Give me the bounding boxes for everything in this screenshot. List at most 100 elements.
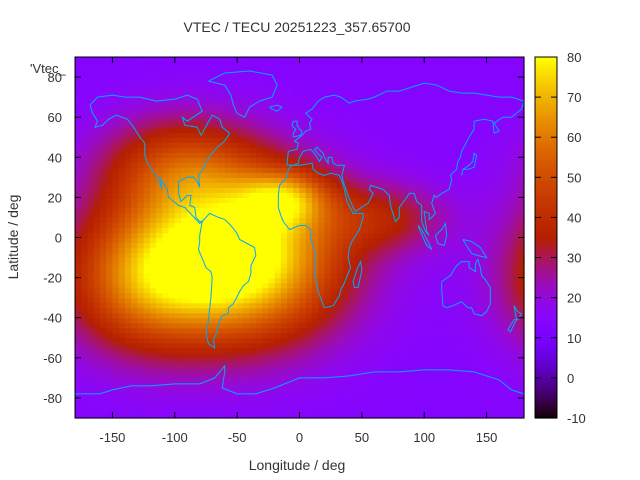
heatmap-cell (162, 182, 170, 188)
heatmap-cell (505, 257, 513, 264)
heatmap-cell (193, 72, 201, 78)
heatmap-cell (181, 362, 188, 369)
heatmap-cell (237, 357, 244, 364)
heatmap-cell (230, 362, 238, 369)
heatmap-cell (237, 272, 244, 279)
heatmap-cell (262, 392, 269, 399)
heatmap-cell (75, 287, 82, 294)
heatmap-cell (361, 282, 369, 289)
heatmap-cell (311, 352, 319, 359)
heatmap-cell (205, 387, 213, 394)
heatmap-cell (355, 102, 363, 108)
heatmap-cell (449, 257, 457, 264)
heatmap-cell (181, 252, 188, 259)
heatmap-cell (287, 207, 294, 214)
heatmap-cell (93, 237, 101, 244)
heatmap-cell (424, 177, 432, 183)
heatmap-cell (393, 332, 400, 339)
heatmap-cell (93, 252, 101, 259)
heatmap-cell (193, 222, 201, 229)
heatmap-cell (318, 292, 326, 299)
heatmap-cell (305, 367, 313, 374)
heatmap-cell (461, 222, 469, 229)
heatmap-cell (430, 157, 438, 163)
heatmap-cell (230, 87, 238, 93)
heatmap-cell (417, 357, 425, 364)
heatmap-cell (361, 197, 369, 203)
heatmap-cell (156, 92, 163, 98)
heatmap-cell (467, 252, 475, 259)
heatmap-cell (156, 267, 163, 274)
heatmap-cell (324, 287, 332, 294)
heatmap-cell (349, 212, 357, 219)
heatmap-cell (274, 152, 282, 158)
heatmap-cell (386, 167, 394, 173)
heatmap-cell (93, 212, 101, 219)
heatmap-cell (461, 402, 469, 409)
heatmap-cell (499, 242, 506, 249)
heatmap-cell (293, 357, 301, 364)
heatmap-cell (461, 117, 469, 123)
heatmap-cell (205, 127, 213, 133)
heatmap-cell (118, 347, 126, 354)
heatmap-cell (517, 217, 525, 224)
heatmap-cell (75, 262, 82, 269)
heatmap-cell (480, 347, 488, 354)
heatmap-cell (467, 97, 475, 103)
heatmap-cell (318, 182, 326, 188)
heatmap-cell (355, 177, 363, 183)
heatmap-cell (287, 92, 294, 98)
heatmap-cell (318, 192, 326, 198)
heatmap-cell (262, 192, 269, 198)
heatmap-cell (262, 102, 269, 108)
heatmap-cell (324, 277, 332, 284)
heatmap-cell (243, 387, 251, 394)
heatmap-cell (368, 347, 375, 354)
heatmap-cell (311, 407, 319, 414)
heatmap-cell (205, 102, 213, 108)
heatmap-cell (430, 112, 438, 118)
heatmap-cell (349, 227, 357, 234)
heatmap-cell (162, 247, 170, 254)
heatmap-cell (149, 137, 157, 143)
heatmap-cell (162, 387, 170, 394)
heatmap-cell (299, 307, 307, 314)
heatmap-cell (461, 157, 469, 163)
heatmap-cell (131, 402, 138, 409)
heatmap-cell (449, 222, 457, 229)
heatmap-cell (374, 352, 382, 359)
heatmap-cell (386, 77, 394, 83)
heatmap-cell (230, 82, 238, 88)
heatmap-cell (193, 312, 201, 319)
heatmap-cell (505, 142, 513, 148)
heatmap-cell (205, 382, 213, 389)
heatmap-cell (106, 392, 114, 399)
heatmap-cell (93, 257, 101, 264)
heatmap-cell (436, 302, 444, 309)
heatmap-cell (199, 292, 207, 299)
heatmap-cell (249, 377, 257, 384)
heatmap-cell (249, 117, 257, 123)
heatmap-cell (280, 217, 288, 224)
heatmap-cell (399, 342, 407, 349)
heatmap-cell (380, 372, 388, 379)
heatmap-cell (486, 362, 494, 369)
heatmap-cell (411, 357, 419, 364)
heatmap-cell (349, 232, 357, 239)
heatmap-cell (349, 97, 357, 103)
heatmap-cell (399, 402, 407, 409)
heatmap-cell (436, 122, 444, 128)
heatmap-cell (417, 267, 425, 274)
heatmap-cell (499, 72, 506, 78)
heatmap-cell (230, 402, 238, 409)
heatmap-cell (424, 197, 432, 203)
heatmap-cell (99, 387, 107, 394)
heatmap-cell (199, 382, 207, 389)
heatmap-cell (374, 372, 382, 379)
heatmap-cell (355, 322, 363, 329)
heatmap-cell (137, 407, 145, 414)
heatmap-cell (230, 147, 238, 153)
heatmap-cell (505, 252, 513, 259)
heatmap-cell (405, 292, 413, 299)
heatmap-cell (380, 212, 388, 219)
